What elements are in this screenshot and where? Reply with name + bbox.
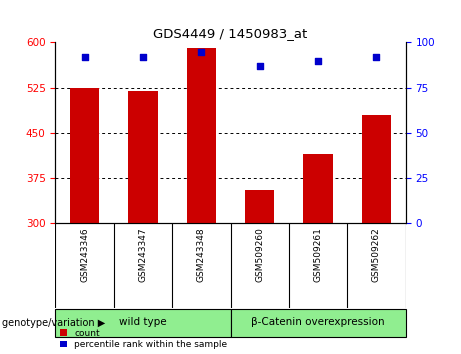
Text: wild type: wild type — [119, 318, 167, 327]
Point — [81, 54, 88, 60]
Text: GSM509261: GSM509261 — [313, 227, 323, 282]
Text: β-Catenin overexpression: β-Catenin overexpression — [251, 318, 385, 327]
Bar — [187, 48, 216, 223]
Point — [198, 49, 205, 55]
Text: GSM509262: GSM509262 — [372, 227, 381, 282]
Bar — [245, 190, 274, 223]
Text: GSM243346: GSM243346 — [80, 227, 89, 282]
Text: GSM243348: GSM243348 — [197, 227, 206, 282]
Bar — [70, 88, 99, 223]
Text: GSM509260: GSM509260 — [255, 227, 264, 282]
Bar — [362, 115, 391, 223]
Title: GDS4449 / 1450983_at: GDS4449 / 1450983_at — [154, 27, 307, 40]
Bar — [230, 309, 406, 337]
Bar — [128, 91, 158, 223]
Point — [139, 54, 147, 60]
Bar — [55, 309, 230, 337]
Text: genotype/variation ▶: genotype/variation ▶ — [2, 318, 106, 328]
Legend: count, percentile rank within the sample: count, percentile rank within the sample — [60, 329, 227, 349]
Bar — [303, 154, 333, 223]
Point — [314, 58, 322, 63]
Point — [256, 63, 263, 69]
Point — [373, 54, 380, 60]
Text: GSM243347: GSM243347 — [138, 227, 148, 282]
